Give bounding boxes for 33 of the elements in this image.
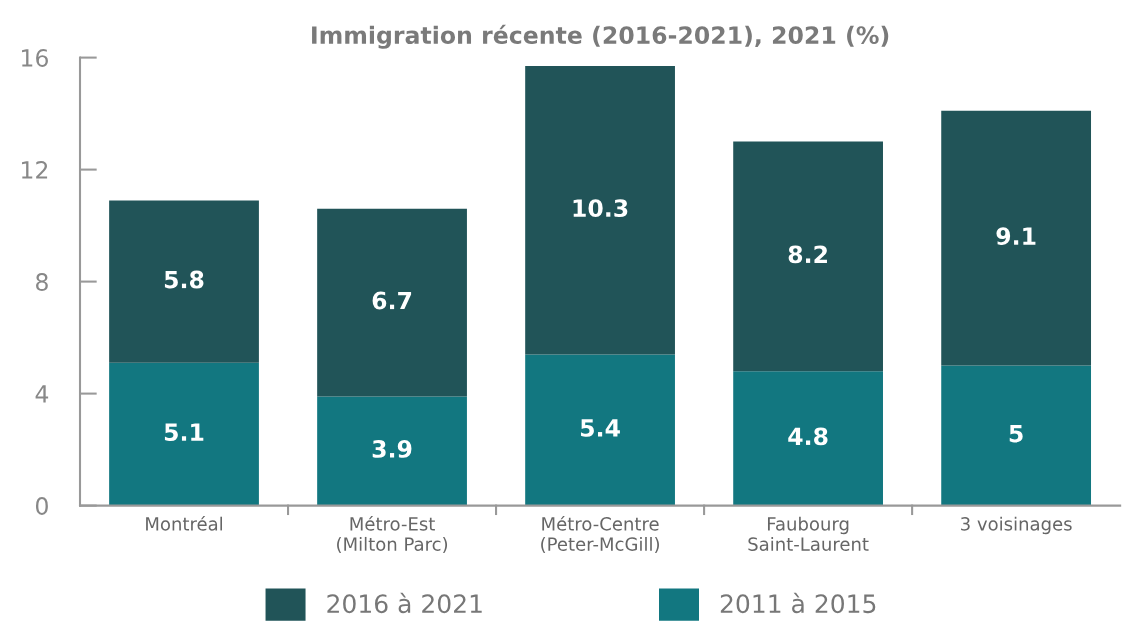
- bar: [733, 141, 883, 372]
- x-tick-label: Faubourg Saint-Laurent: [748, 516, 869, 551]
- y-tick-label: 16: [22, 49, 48, 67]
- chart-title: Immigration récente (2016-2021), 2021 (%): [312, 24, 889, 49]
- y-tick-label: 0: [35, 497, 48, 515]
- data-label: 10.3: [573, 199, 628, 218]
- x-tick-label: Métro-Est (Milton Parc): [337, 515, 448, 554]
- bar: [941, 110, 1092, 366]
- y-tick-label: 12: [22, 161, 48, 179]
- y-tick-label: 8: [36, 273, 48, 291]
- bar: [109, 200, 259, 363]
- legend-label: 2011 à 2015: [720, 592, 876, 614]
- x-tick-label: 3 voisinages: [961, 516, 1072, 535]
- x-tick-label: Métro-Centre (Peter-McGill): [541, 515, 659, 554]
- data-label: 9.1: [996, 227, 1036, 246]
- bar: [525, 66, 675, 355]
- data-label: 5.1: [164, 423, 204, 442]
- data-label: 5.8: [164, 270, 204, 289]
- data-label: 6.7: [372, 291, 412, 310]
- y-tick-label: 4: [35, 385, 49, 403]
- bar: [109, 362, 259, 506]
- data-label: 8.2: [788, 245, 827, 264]
- bar: [941, 365, 1092, 506]
- legend-label: 2016 à 2021: [327, 592, 482, 614]
- bar: [317, 208, 467, 397]
- bar: [733, 371, 883, 506]
- data-label: 4.8: [788, 427, 828, 446]
- data-label: 3.9: [372, 439, 412, 458]
- data-label: 5: [1009, 424, 1023, 443]
- data-label: 5.4: [580, 419, 620, 437]
- bar: [317, 396, 467, 506]
- bar: [525, 354, 675, 506]
- x-tick-label: Montréal: [146, 515, 223, 531]
